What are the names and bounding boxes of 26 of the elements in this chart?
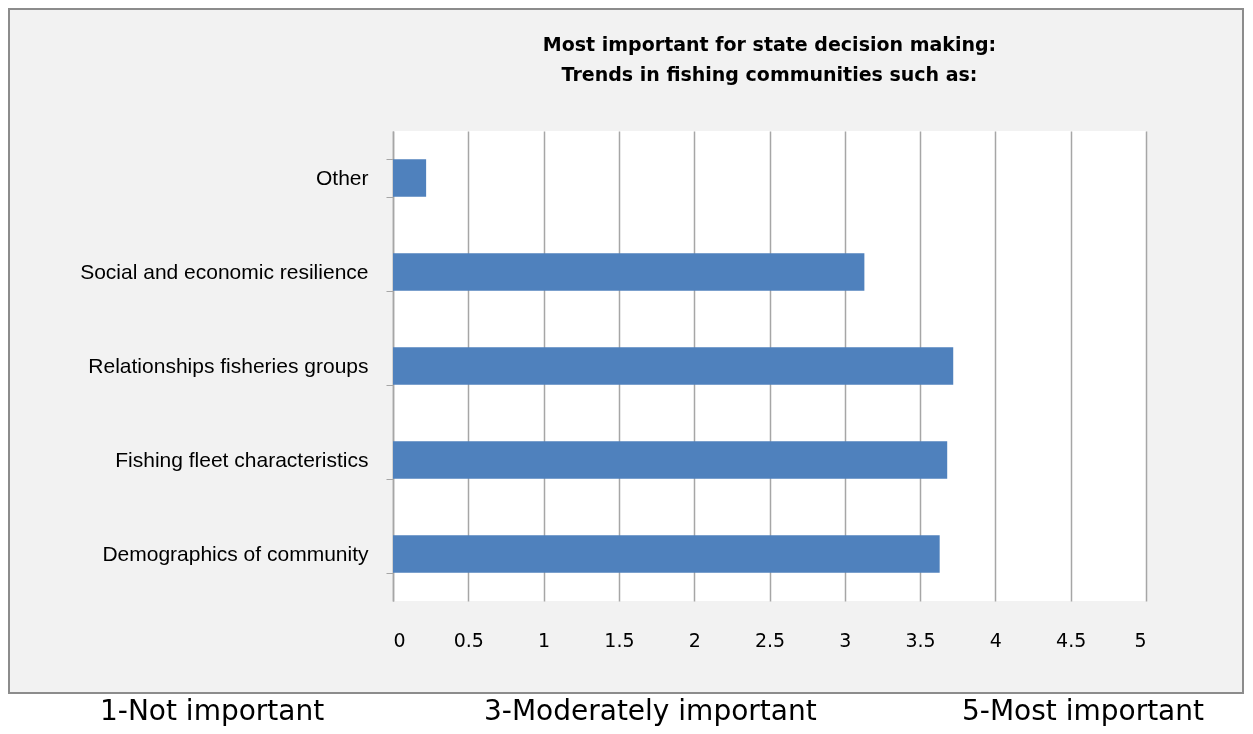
x-tick-label: 3.5 <box>905 628 936 651</box>
x-tick-label: 5 <box>1134 628 1147 651</box>
x-tick-label: 1 <box>538 628 551 651</box>
y-tick-label: Relationships fisheries groups <box>88 353 369 377</box>
y-tick-label: Other <box>315 165 369 189</box>
x-tick-label: 0 <box>393 628 406 651</box>
text: 5-Most important <box>962 694 1205 727</box>
y-tick-label: Social and economic resilience <box>80 259 369 283</box>
x-tick-label: 3 <box>839 628 852 651</box>
text: 1-Not important <box>100 694 325 727</box>
text: 3-Moderately important <box>484 694 817 727</box>
x-tick-label: 0.5 <box>453 628 484 651</box>
x-tick-label: 4 <box>989 628 1002 651</box>
text: Trends in fishing communities such as: <box>561 63 978 85</box>
bar <box>393 253 865 291</box>
y-tick-label: Demographics of community <box>102 541 369 565</box>
bar <box>393 441 948 479</box>
bar <box>393 159 427 197</box>
bar <box>393 535 940 573</box>
x-tick-label: 2.5 <box>754 628 786 651</box>
x-tick-label: 4.5 <box>1056 628 1087 651</box>
x-tick-label: 2 <box>688 628 701 651</box>
bar <box>393 347 954 385</box>
y-tick-label: Fishing fleet characteristics <box>115 447 369 471</box>
text: Most important for state decision making: <box>542 33 997 55</box>
x-tick-label: 1.5 <box>604 628 635 651</box>
